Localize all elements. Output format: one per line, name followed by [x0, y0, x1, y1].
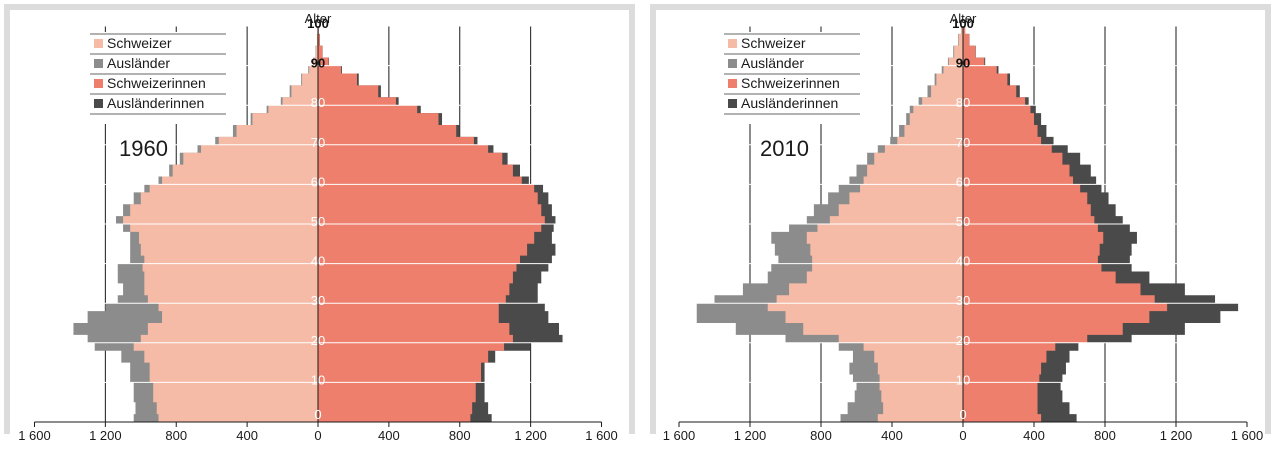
- legend-swatch: [728, 79, 737, 88]
- legend-label: Schweizerinnen: [741, 75, 840, 91]
- x-tick-label: 400: [881, 428, 903, 443]
- pyramid-chart-2010: 1 600 1 200 800 400 0 400 800 1 200 1 600 0 10 20 30…: [663, 11, 1264, 443]
- legend-label: Schweizer: [107, 35, 172, 51]
- legend-label: Ausländerinnen: [107, 95, 204, 111]
- age-tick-label: 10: [956, 372, 970, 387]
- chart-title-year: 2010: [760, 136, 809, 161]
- year-label-background: [113, 132, 175, 162]
- x-tick-label: 0: [314, 428, 321, 443]
- legend-background: [88, 32, 228, 124]
- age-tick-label: 50: [956, 214, 970, 229]
- x-tick-label: 1 600: [663, 428, 696, 443]
- age-tick-label: 30: [956, 293, 970, 308]
- x-tick-label: 1 200: [1160, 428, 1193, 443]
- age-tick-label: 0: [314, 407, 321, 422]
- pyramid-chart-1960: 1 600 1 200 800 400 0 400 800 1 200 1 600 0 10 20 30…: [18, 11, 618, 443]
- age-tick-label: 70: [956, 135, 970, 150]
- age-tick-label: 70: [311, 135, 325, 150]
- age-tick-label: 60: [311, 174, 325, 189]
- chart-title-year: 1960: [119, 136, 168, 161]
- age-tick-label: 20: [956, 333, 970, 348]
- legend: Schweizer Ausländer Schweizerinnen Auslände…: [88, 32, 228, 124]
- x-tick-label: 1 600: [585, 428, 618, 443]
- age-tick-label: 30: [311, 293, 325, 308]
- legend-swatch: [94, 59, 103, 68]
- x-tick-label: 800: [165, 428, 187, 443]
- x-tick-label: 800: [1094, 428, 1116, 443]
- year-label-background: [754, 132, 816, 162]
- age-tick-label: 90: [956, 56, 970, 71]
- age-tick-label: 10: [311, 372, 325, 387]
- x-tick-label: 400: [236, 428, 258, 443]
- age-tick-label: 100: [307, 16, 329, 31]
- x-tick-label: 1 200: [734, 428, 767, 443]
- age-tick-label: 40: [956, 254, 970, 269]
- x-tick-label: 1 600: [1231, 428, 1264, 443]
- x-tick-label: 0: [959, 428, 966, 443]
- pyramid-panel-1960: 1 600 1 200 800 400 0 400 800 1 200 1 600 0 10 20 30…: [4, 4, 635, 443]
- x-tick-label: 800: [449, 428, 471, 443]
- legend-swatch: [94, 79, 103, 88]
- age-tick-label: 40: [311, 254, 325, 269]
- age-tick-label: 60: [956, 174, 970, 189]
- legend-swatch: [728, 59, 737, 68]
- x-tick-label: 400: [1023, 428, 1045, 443]
- age-tick-label: 80: [311, 95, 325, 110]
- age-tick-label: 20: [311, 333, 325, 348]
- age-tick-label: 0: [959, 407, 966, 422]
- legend-label: Ausländerinnen: [741, 95, 838, 111]
- y-axis-title: Alter: [950, 11, 977, 26]
- x-tick-label: 1 200: [514, 428, 547, 443]
- age-tick-label: 100: [952, 16, 974, 31]
- age-tick-label: 50: [311, 214, 325, 229]
- age-tick-label: 90: [311, 56, 325, 71]
- legend: Schweizer Ausländer Schweizerinnen Auslände…: [722, 32, 862, 124]
- legend-label: Ausländer: [107, 55, 170, 71]
- legend-swatch: [728, 39, 737, 48]
- pyramid-panel-2010: 1 600 1 200 800 400 0 400 800 1 200 1 600 0 10 20 30…: [650, 4, 1271, 443]
- legend-swatch: [94, 99, 103, 108]
- legend-label: Ausländer: [741, 55, 804, 71]
- legend-swatch: [728, 99, 737, 108]
- legend-label: Schweizerinnen: [107, 75, 206, 91]
- x-tick-label: 800: [810, 428, 832, 443]
- y-axis-title: Alter: [305, 11, 332, 26]
- legend-background: [722, 32, 862, 124]
- legend-swatch: [94, 39, 103, 48]
- x-tick-label: 1 200: [89, 428, 122, 443]
- age-tick-label: 80: [956, 95, 970, 110]
- legend-label: Schweizer: [741, 35, 806, 51]
- x-tick-label: 1 600: [18, 428, 51, 443]
- x-tick-label: 400: [378, 428, 400, 443]
